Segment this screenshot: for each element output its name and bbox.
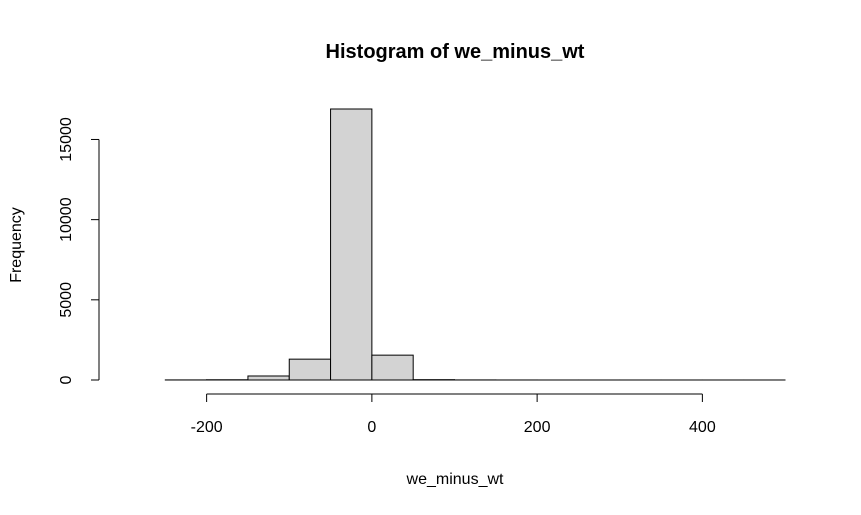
histogram-bar-2 [247, 375, 290, 381]
histogram-bar-5 [371, 354, 414, 381]
histogram-bars [164, 108, 786, 381]
x-tick-label-1: 0 [367, 419, 376, 436]
x-axis: -200 0 200 400 [191, 393, 716, 436]
chart-title: Histogram of we_minus_wt [326, 41, 585, 63]
histogram-bar-4 [330, 108, 373, 381]
y-axis: 0 5000 10000 15000 [58, 117, 100, 384]
x-axis-label: we_minus_wt [406, 471, 504, 488]
x-tick-label-3: 400 [689, 419, 716, 436]
y-tick-label-1: 5000 [58, 282, 75, 318]
histogram-bar-3 [288, 358, 332, 381]
x-tick-label-0: -200 [191, 419, 223, 436]
x-tick-label-2: 200 [524, 419, 551, 436]
y-tick-label-0: 0 [58, 375, 75, 384]
y-tick-label-3: 15000 [58, 117, 75, 162]
y-axis-label: Frequency [8, 207, 25, 283]
y-tick-label-2: 10000 [58, 197, 75, 242]
